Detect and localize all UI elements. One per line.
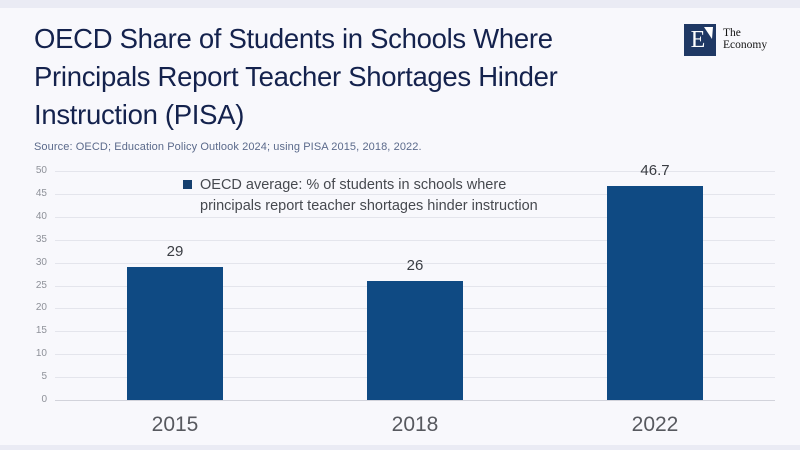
logo-mark: E: [684, 24, 716, 56]
legend-label-line1: OECD average: % of students in schools w…: [200, 177, 507, 193]
gridline: [55, 262, 775, 264]
y-axis-label: 20: [35, 302, 47, 314]
legend-swatch: [183, 180, 192, 189]
bar-value-label: 26: [406, 256, 424, 274]
gridline: [55, 193, 775, 195]
page-title: OECD Share of Students in Schools Where …: [34, 20, 634, 134]
x-axis-line: [55, 400, 775, 401]
y-axis-label: 5: [41, 371, 47, 383]
logo-name-line1: The: [723, 27, 741, 39]
bar: [607, 186, 703, 400]
y-axis-label: 15: [35, 325, 47, 337]
y-axis-label: 40: [35, 210, 47, 222]
y-axis-label: 0: [41, 394, 47, 405]
gridline: [55, 171, 775, 172]
chart-legend: OECD average: % of students in schools w…: [183, 175, 538, 217]
gridline: [55, 239, 775, 241]
y-axis-label: 50: [35, 165, 47, 176]
page-title-line: Principals Report Teacher Shortages Hind…: [34, 61, 558, 92]
x-axis-label: 2022: [631, 413, 679, 436]
y-axis-label: 45: [35, 187, 47, 199]
brand-logo: E The Economy: [684, 24, 767, 56]
bottom-edge: [0, 445, 800, 450]
plot-area: 0 5 10 15 20 25 30 35 40 45 50 29 2015 26 2018 46.7 2022: [36, 162, 775, 436]
page-title-line: Instruction (PISA): [34, 99, 245, 130]
source-note: Source: OECD; Education Policy Outlook 2…: [34, 141, 422, 153]
top-edge: [0, 0, 800, 8]
bar: [127, 267, 223, 400]
legend-label: OECD average: % of students in schools w…: [200, 175, 538, 217]
logo-wedge-icon: [704, 27, 713, 39]
logo-name: The Economy: [723, 24, 767, 56]
bar: [367, 280, 463, 400]
logo-letter: E: [690, 27, 706, 53]
legend-label-line2: principals report teacher shortages hind…: [200, 198, 538, 214]
x-axis-label: 2018: [391, 413, 439, 436]
y-axis-label: 35: [35, 233, 47, 245]
bar-value-label: 46.7: [640, 162, 670, 180]
page-title-line: OECD Share of Students in Schools Where: [34, 23, 553, 54]
gridline: [55, 216, 775, 218]
x-axis-label: 2015: [151, 413, 199, 436]
y-axis-label: 30: [35, 256, 47, 268]
y-axis-label: 10: [35, 348, 47, 360]
bar-value-label: 29: [166, 243, 184, 261]
logo-name-line2: Economy: [723, 39, 768, 51]
y-axis-label: 25: [35, 279, 47, 291]
